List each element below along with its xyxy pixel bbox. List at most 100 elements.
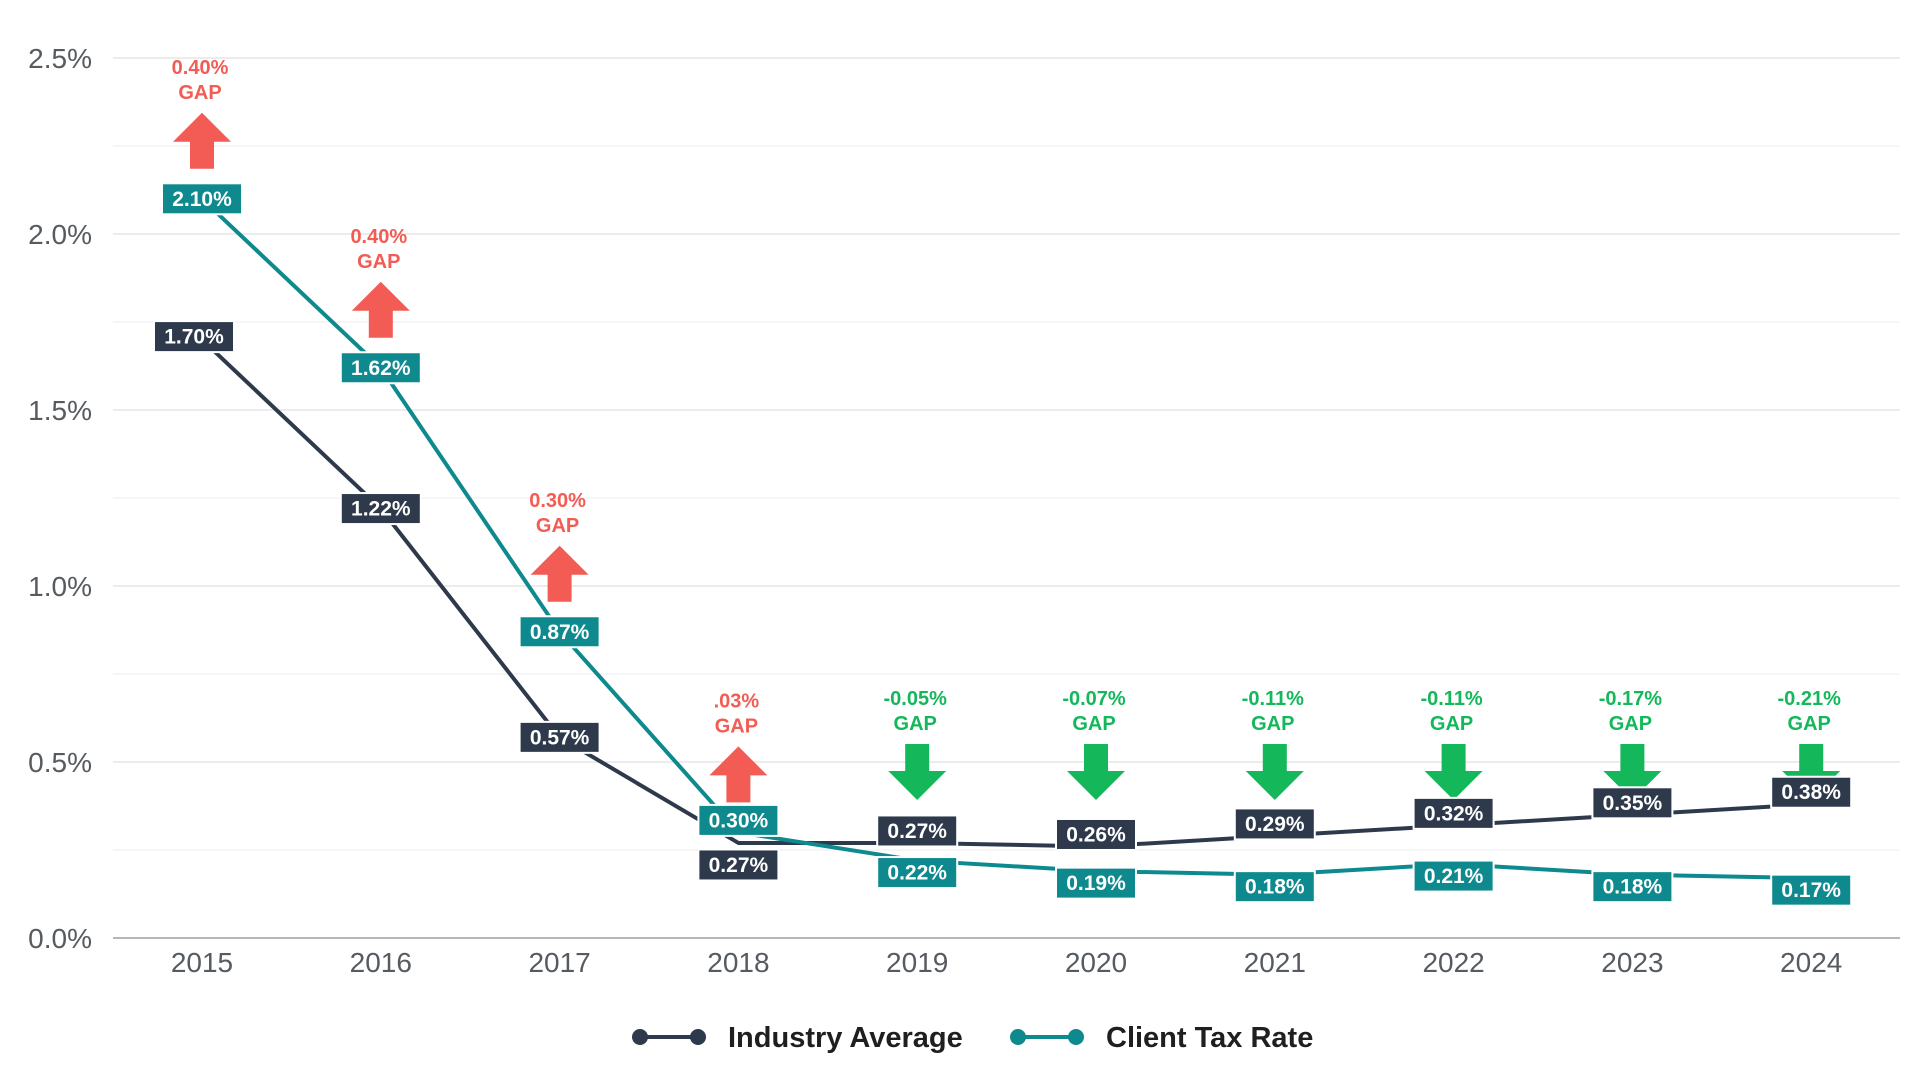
gap-value: -0.11% (1242, 688, 1304, 710)
client-tax-rate-data-label: 0.30% (709, 809, 769, 832)
industry-average-data-label: 0.57% (530, 726, 590, 749)
industry-average-line (200, 337, 1814, 849)
x-tick-label: 2020 (1065, 947, 1127, 978)
x-tick-label: 2018 (707, 947, 769, 978)
industry-average-data-label: 0.32% (1424, 802, 1484, 825)
client-tax-rate-data-label: 1.62% (351, 357, 411, 380)
industry-average-label-box (1591, 786, 1674, 820)
industry-average-label-box (1055, 817, 1137, 851)
data-labels: 1.70% 1.22% 0.57% 0.27% 0.27% 0.26% 0.29% 0.32%… (153, 182, 1853, 907)
industry-average-legend-label: Industry Average (728, 1022, 963, 1054)
industry-average-label-box (876, 814, 959, 848)
y-tick-label: 0.0% (28, 923, 92, 954)
gap-word: GAP (357, 251, 400, 273)
gap-word: GAP (1788, 713, 1831, 735)
gap-up-arrow-icon (530, 545, 589, 602)
gap-annotations: 0.40% GAP 0.40% GAP 0.30% GAP .03% GAP -0.05% GAP… (172, 57, 1841, 803)
industry-average-label-box (1233, 807, 1316, 841)
client-tax-rate-label-box (161, 182, 243, 216)
gap-down-arrow-icon (1245, 744, 1304, 800)
client-tax-rate-line (200, 196, 1814, 881)
industry-average-data-label: 0.27% (709, 854, 769, 877)
industry-average-label-box (518, 720, 601, 754)
industry-average-legend-dot (690, 1029, 706, 1045)
series-lines (200, 196, 1814, 881)
industry-average-label-box (1770, 775, 1853, 809)
client-tax-rate-label-box (1055, 866, 1137, 900)
industry-average-label-box (339, 492, 422, 526)
y-tick-label: 0.5% (28, 747, 92, 778)
client-tax-rate-data-label: 0.87% (530, 621, 590, 644)
gap-word: GAP (1072, 713, 1115, 735)
x-tick-label: 2024 (1780, 947, 1842, 978)
x-tick-label: 2022 (1422, 947, 1484, 978)
gap-word: GAP (178, 82, 221, 104)
industry-average-data-label: 0.38% (1781, 781, 1841, 804)
client-tax-rate-legend-label: Client Tax Rate (1106, 1022, 1313, 1054)
client-tax-rate-label-box (1412, 859, 1495, 893)
gap-down-arrow-icon (1782, 744, 1841, 800)
client-tax-rate-data-label: 2.10% (172, 188, 232, 211)
y-tick-label: 1.5% (28, 395, 92, 426)
gap-down-arrow-icon (888, 744, 947, 800)
industry-average-label-box (1412, 796, 1495, 830)
gap-value: -0.07% (1062, 688, 1126, 710)
client-tax-rate-data-label: 0.17% (1781, 879, 1841, 902)
industry-average-data-label: 0.29% (1245, 813, 1305, 836)
gap-word: GAP (894, 713, 937, 735)
x-tick-label: 2015 (171, 947, 233, 978)
x-axis: 2015 2016 2017 2018 2019 2020 2021 2022 2023 2024 (171, 947, 1842, 978)
gap-value: -0.17% (1599, 688, 1663, 710)
client-tax-rate-legend-dot (1010, 1029, 1026, 1045)
industry-average-data-label: 0.35% (1603, 792, 1663, 815)
gap-word: GAP (1251, 713, 1294, 735)
gap-down-arrow-icon (1067, 744, 1125, 800)
industry-average-data-label: 1.70% (164, 326, 224, 349)
industry-average-data-label: 0.27% (887, 820, 947, 843)
client-tax-rate-label-box (518, 615, 601, 649)
x-tick-label: 2016 (350, 947, 412, 978)
client-tax-rate-data-label: 0.18% (1603, 876, 1663, 899)
gap-value: 0.40% (350, 226, 407, 248)
y-tick-label: 2.0% (28, 219, 92, 250)
gap-up-arrow-icon (173, 112, 231, 169)
y-axis: 0.0% 0.5% 1.0% 1.5% 2.0% 2.5% (28, 43, 92, 954)
gap-word: GAP (536, 515, 579, 537)
x-tick-label: 2021 (1244, 947, 1306, 978)
gap-up-arrow-icon (351, 281, 410, 338)
gap-word: GAP (715, 715, 758, 737)
gap-value: -0.05% (884, 688, 948, 710)
client-tax-rate-data-label: 0.19% (1066, 872, 1126, 895)
client-tax-rate-label-box (1233, 870, 1316, 904)
client-tax-rate-label-box (876, 856, 959, 890)
industry-average-data-label: 1.22% (351, 498, 411, 521)
y-tick-label: 1.0% (28, 571, 92, 602)
client-tax-rate-label-box (1591, 870, 1674, 904)
industry-average-legend-dot (632, 1029, 648, 1045)
client-tax-rate-data-label: 0.21% (1424, 865, 1484, 888)
client-tax-rate-data-label: 0.18% (1245, 876, 1305, 899)
industry-average-data-label: 0.26% (1066, 823, 1126, 846)
x-tick-label: 2017 (528, 947, 590, 978)
client-tax-rate-data-label: 0.22% (887, 862, 947, 885)
y-tick-label: 2.5% (28, 43, 92, 74)
gap-value: -0.21% (1778, 688, 1842, 710)
gap-down-arrow-icon (1603, 744, 1662, 800)
gap-down-arrow-icon (1424, 744, 1483, 800)
x-tick-label: 2023 (1601, 947, 1663, 978)
gap-word: GAP (1430, 713, 1473, 735)
client-tax-rate-label-box (1770, 873, 1853, 907)
gap-up-arrow-icon (709, 746, 768, 803)
client-tax-rate-label-box (339, 351, 422, 385)
industry-average-label-box (697, 848, 780, 882)
client-tax-rate-label-box (697, 803, 780, 837)
industry-average-label-box (153, 320, 235, 354)
gap-value: 0.40% (172, 57, 229, 79)
gap-value: -0.11% (1420, 688, 1482, 710)
client-tax-rate-legend-dot (1068, 1029, 1084, 1045)
legend: Industry Average Client Tax Rate (632, 1022, 1313, 1054)
gap-word: GAP (1609, 713, 1652, 735)
gap-value: .03% (714, 690, 760, 712)
gap-value: 0.30% (529, 490, 586, 512)
